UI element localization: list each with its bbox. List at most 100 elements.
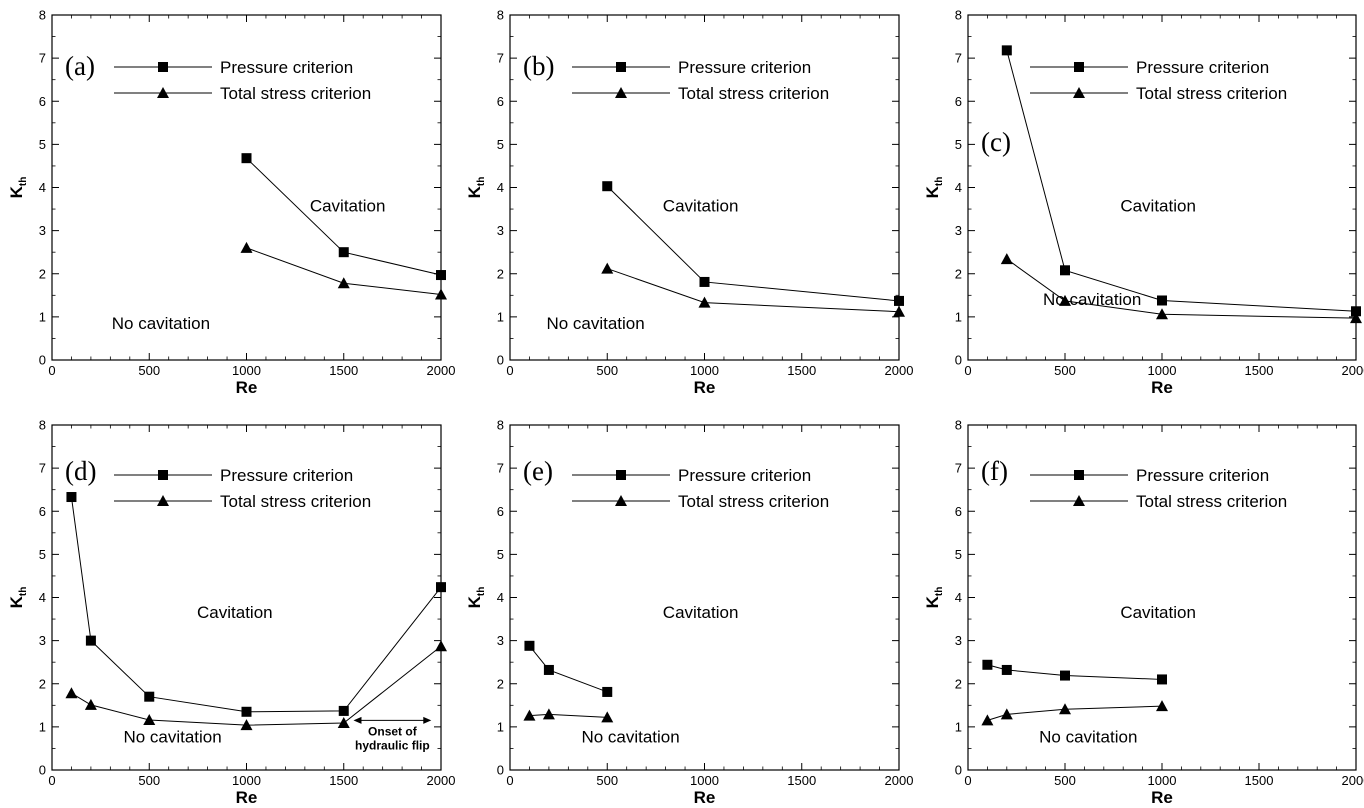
y-tick-label: 8	[39, 418, 46, 433]
y-tick-label: 2	[497, 266, 504, 281]
data-point-triangle	[337, 277, 350, 289]
x-tick-label: 1000	[1148, 773, 1177, 788]
x-tick-label: 1000	[232, 363, 261, 378]
x-tick-label: 500	[1054, 773, 1076, 788]
y-tick-label: 3	[955, 223, 962, 238]
y-tick-label: 0	[955, 763, 962, 778]
y-tick-label: 7	[955, 51, 962, 66]
legend-square-icon	[616, 62, 626, 72]
y-tick-label: 4	[955, 590, 962, 605]
y-tick-label: 1	[39, 309, 46, 324]
onset-arrow-left-icon	[353, 716, 362, 724]
y-tick-label: 4	[39, 180, 46, 195]
data-point-triangle	[1000, 253, 1013, 265]
legend-triangle-icon	[615, 495, 627, 506]
data-point-square	[524, 640, 535, 651]
y-tick-label: 6	[497, 94, 504, 109]
y-tick-label: 7	[497, 461, 504, 476]
y-axis-label: Kth	[7, 177, 29, 199]
data-point-square	[982, 659, 993, 670]
series-line-pressure	[529, 645, 608, 693]
legend-triangle-icon	[157, 87, 169, 98]
panel-f: 0 500 1000 1500 2000 0 1 2 3 4 5 6 7 8 Re Kth Pressure c…	[923, 418, 1364, 808]
y-axis-label-subscript: th	[476, 177, 487, 186]
legend-triangle-icon	[1073, 495, 1085, 506]
y-tick-label: 3	[39, 223, 46, 238]
data-point-triangle	[143, 713, 156, 725]
data-point-triangle	[240, 241, 253, 253]
no-cavitation-label: No cavitation	[112, 314, 210, 333]
data-point-square	[602, 686, 613, 697]
cavitation-label: Cavitation	[1120, 603, 1196, 622]
y-tick-label: 7	[39, 51, 46, 66]
data-point-square	[1157, 295, 1167, 306]
legend-square-icon	[158, 470, 168, 480]
data-point-triangle	[698, 296, 711, 308]
x-tick-label: 2000	[1342, 773, 1364, 788]
panel-label: (e)	[523, 456, 553, 486]
y-tick-label: 7	[39, 461, 46, 476]
series-line-pressure	[70, 496, 442, 713]
x-tick-label: 1500	[329, 773, 358, 788]
legend-label-pressure: Pressure criterion	[220, 466, 353, 485]
x-tick-label: 1000	[232, 773, 261, 788]
cavitation-label: Cavitation	[1120, 197, 1196, 216]
y-tick-label: 5	[955, 547, 962, 562]
series-line-total-stress	[607, 268, 900, 313]
data-point-triangle	[240, 719, 253, 731]
legend-label-total-stress: Total stress criterion	[678, 84, 829, 103]
y-tick-label: 0	[955, 353, 962, 368]
x-tick-label: 1500	[1245, 773, 1274, 788]
y-axis-label-subscript: th	[934, 587, 945, 596]
legend-square-icon	[616, 470, 626, 480]
y-axis-label: Kth	[923, 177, 945, 199]
x-tick-label: 1500	[787, 773, 816, 788]
panel-label: (f)	[981, 456, 1008, 486]
x-tick-label: 1000	[690, 363, 719, 378]
legend-label-pressure: Pressure criterion	[678, 466, 811, 485]
data-point-triangle	[84, 698, 97, 710]
series-line-pressure	[987, 664, 1163, 680]
data-point-square	[66, 492, 77, 503]
legend-label-pressure: Pressure criterion	[678, 58, 811, 77]
y-tick-label: 0	[39, 763, 46, 778]
data-point-square	[1157, 674, 1167, 685]
no-cavitation-label: No cavitation	[581, 727, 679, 746]
y-tick-label: 8	[497, 418, 504, 433]
y-tick-label: 5	[497, 137, 504, 152]
x-axis-label: Re	[1151, 378, 1173, 397]
legend-label-pressure: Pressure criterion	[220, 58, 353, 77]
y-tick-label: 1	[955, 309, 962, 324]
series-line-total-stress	[71, 645, 442, 726]
data-point-square	[241, 706, 252, 717]
y-tick-label: 2	[955, 676, 962, 691]
data-point-triangle	[893, 305, 905, 317]
x-tick-label: 2000	[885, 363, 914, 378]
data-point-triangle	[337, 716, 350, 728]
series-line-total-stress	[987, 705, 1163, 721]
data-point-triangle	[1059, 294, 1071, 306]
y-tick-label: 4	[497, 590, 504, 605]
y-tick-label: 6	[955, 504, 962, 519]
x-axis-label: Re	[694, 788, 716, 807]
panel-label: (a)	[65, 51, 95, 81]
y-tick-label: 2	[955, 266, 962, 281]
y-tick-label: 3	[497, 223, 504, 238]
x-tick-label: 2000	[1342, 363, 1364, 378]
data-point-triangle	[1000, 708, 1013, 720]
legend-label-total-stress: Total stress criterion	[1136, 84, 1287, 103]
y-tick-label: 6	[497, 504, 504, 519]
legend-triangle-icon	[157, 495, 169, 506]
legend-triangle-icon	[1073, 87, 1085, 98]
panel-e: 0 500 1000 1500 2000 0 1 2 3 4 5 6 7 8 Re Kth Pressure c…	[465, 418, 913, 808]
y-tick-label: 4	[497, 180, 504, 195]
y-tick-label: 4	[955, 180, 962, 195]
no-cavitation-label: No cavitation	[1039, 727, 1137, 746]
onset-note-line2: hydraulic flip	[355, 738, 430, 752]
panel-a: 0 500 1000 1500 2000 0 1 2 3 4 5 6 7 8 Re Kth Pressure c…	[7, 8, 455, 398]
legend-label-total-stress: Total stress criterion	[220, 84, 371, 103]
cavitation-label: Cavitation	[663, 197, 739, 216]
data-point-square	[1060, 670, 1070, 681]
y-tick-label: 2	[39, 676, 46, 691]
